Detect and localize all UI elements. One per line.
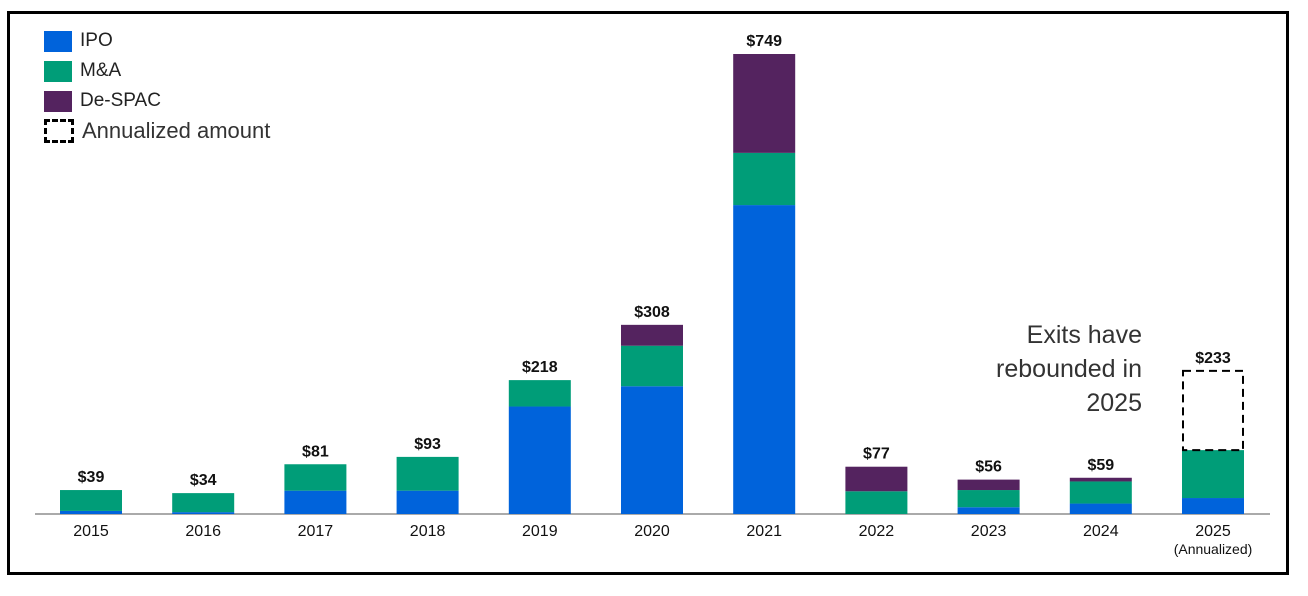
legend-swatch-annualized	[44, 119, 74, 143]
bar-segment-ipo-2021	[733, 205, 796, 515]
legend-item-ma: M&A	[44, 56, 270, 86]
legend-label-ipo: IPO	[80, 30, 113, 51]
bar-total-label-2024: $59	[1087, 457, 1114, 474]
bar-segment-ma-2023	[957, 490, 1020, 508]
legend-item-annualized: Annualized amount	[44, 116, 270, 146]
x-tick-label-2016: 2016	[185, 523, 221, 540]
bar-segment-ipo-2024	[1069, 503, 1132, 514]
bar-segment-despac-2020	[621, 324, 683, 346]
bar-total-label-2023: $56	[975, 459, 1002, 476]
bar-total-label-2019: $218	[522, 359, 558, 376]
bar-segment-ipo-2019	[508, 406, 571, 514]
x-tick-label-2022: 2022	[859, 523, 895, 540]
bar-total-label-2016: $34	[190, 472, 217, 489]
bar-segment-ipo-2025	[1182, 498, 1244, 514]
bar-segment-ipo-2017	[284, 490, 347, 514]
x-tick-label-2024: 2024	[1083, 523, 1119, 540]
x-tick-label-2025: 2025	[1195, 523, 1231, 540]
legend-item-ipo: IPO	[44, 26, 270, 56]
x-tick-label-2020: 2020	[634, 523, 670, 540]
x-tick-label-2019: 2019	[522, 523, 558, 540]
bar-segment-ma-2021	[733, 152, 796, 206]
x-tick-sublabel-2025: (Annualized)	[1174, 541, 1253, 557]
legend-swatch-ipo	[44, 30, 72, 52]
bar-total-label-2018: $93	[414, 436, 441, 453]
annotation: Exits have rebounded in 2025	[996, 318, 1142, 420]
legend-label-ma: M&A	[80, 60, 122, 81]
bar-segment-ma-2020	[621, 345, 683, 387]
bar-total-label-2021: $749	[746, 33, 782, 50]
bar-segment-despac-2021	[733, 54, 796, 153]
bar-segment-ma-2017	[284, 464, 347, 491]
annotation-line-3: 2025	[1086, 389, 1142, 417]
bar-segment-ma-2022	[845, 491, 908, 514]
legend-label-annualized: Annualized amount	[82, 118, 271, 143]
x-tick-label-2023: 2023	[971, 523, 1007, 540]
x-tick-label-2018: 2018	[410, 523, 446, 540]
bar-segment-despac-2023	[957, 479, 1020, 491]
chart-frame	[7, 11, 1289, 575]
annotation-line-1: Exits have	[1026, 321, 1142, 349]
x-tick-label-2017: 2017	[298, 523, 334, 540]
bar-segment-ipo-2023	[957, 507, 1020, 514]
legend-swatch-despac	[44, 90, 72, 112]
bar-segment-ma-2025	[1182, 450, 1244, 499]
annotation-line-2: rebounded in	[996, 355, 1142, 383]
bar-segment-ipo-2015	[60, 510, 122, 514]
legend-item-despac: De-SPAC	[44, 86, 270, 116]
x-tick-label-2015: 2015	[73, 523, 109, 540]
bar-segment-ma-2016	[172, 493, 235, 513]
legend-label-despac: De-SPAC	[80, 90, 161, 111]
x-tick-label-2021: 2021	[746, 523, 782, 540]
bar-segment-ma-2024	[1069, 481, 1132, 504]
legend: IPO M&A De-SPAC Annualized amount	[44, 26, 270, 146]
bar-total-label-2025: $233	[1195, 350, 1231, 367]
bar-segment-ma-2019	[508, 380, 571, 407]
bar-segment-despac-2022	[845, 466, 908, 492]
bar-segment-ipo-2016	[172, 512, 235, 514]
bar-total-label-2015: $39	[78, 469, 105, 486]
bar-segment-ma-2015	[60, 490, 122, 511]
bar-segment-ipo-2018	[396, 490, 459, 514]
bar-segment-ma-2018	[396, 456, 459, 491]
legend-swatch-ma	[44, 60, 72, 82]
bar-total-label-2020: $308	[634, 304, 670, 321]
bar-segment-despac-2024	[1069, 477, 1132, 482]
bar-total-label-2017: $81	[302, 443, 329, 460]
bar-segment-ipo-2020	[621, 386, 683, 514]
bar-total-label-2022: $77	[863, 446, 890, 463]
bar-annualized-extra-2025	[1182, 369, 1244, 452]
